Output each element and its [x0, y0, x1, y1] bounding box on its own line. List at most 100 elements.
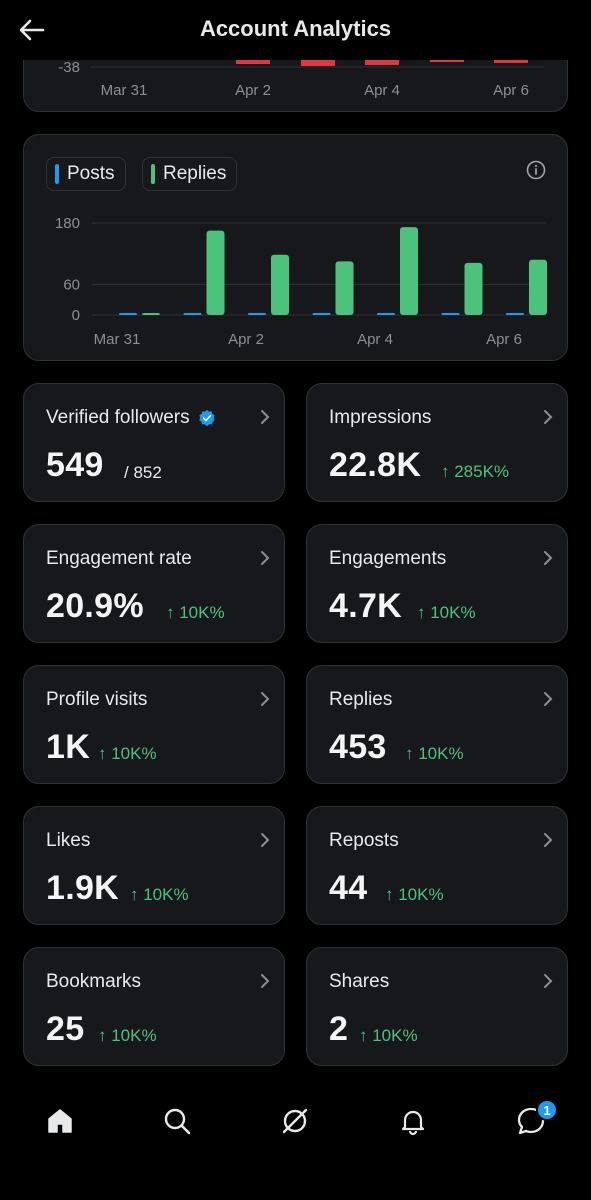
chevron-right-icon — [544, 692, 553, 706]
stat-card-bookmarks[interactable]: Bookmarks 25 ↑ 10K% — [23, 947, 285, 1066]
home-icon — [48, 1109, 72, 1133]
stat-delta: ↑ 10K% — [405, 744, 464, 763]
posts-replies-chart-card: Posts Replies 180 60 0 Mar 31 Apr 2 Apr 4 Apr … — [23, 134, 568, 361]
page-title: Account Analytics — [199, 16, 392, 41]
chevron-right-icon — [544, 410, 553, 424]
stat-label: Likes — [46, 830, 91, 851]
back-button[interactable] — [14, 12, 50, 48]
nav-search[interactable] — [157, 1101, 197, 1141]
stat-card-engagement-rate[interactable]: Engagement rate 20.9% ↑ 10K% — [23, 524, 285, 643]
stat-label: Verified followers — [46, 407, 216, 429]
stat-delta: ↑ 10K% — [98, 1026, 157, 1045]
stat-card-likes[interactable]: Likes 1.9K ↑ 10K% — [23, 806, 285, 925]
app-header: Account Analytics — [0, 0, 591, 60]
stat-value: 1.9K — [46, 869, 120, 907]
stat-value: 4.7K — [329, 587, 403, 625]
x-tick-label: Apr 4 — [364, 82, 400, 99]
posts-bar — [441, 313, 460, 315]
chevron-right-icon — [544, 551, 553, 565]
chevron-right-icon — [261, 551, 270, 565]
bar-chart: 180 60 0 Mar 31 Apr 2 Apr 4 Apr 6 — [55, 215, 547, 348]
stat-value: 549 — [46, 446, 104, 484]
posts-bar — [377, 313, 395, 315]
chevron-right-icon — [261, 692, 270, 706]
nav-home[interactable] — [40, 1101, 80, 1141]
bell-icon — [401, 1110, 425, 1136]
stat-label: Shares — [329, 971, 390, 992]
nav-grok[interactable] — [275, 1101, 315, 1141]
stat-label: Engagements — [329, 548, 447, 569]
stat-label: Impressions — [329, 407, 432, 428]
negative-bar — [236, 56, 270, 64]
stat-delta: ↑ 10K% — [98, 744, 157, 763]
posts-bar — [506, 313, 524, 315]
stat-delta: ↑ 10K% — [385, 885, 444, 904]
stat-label: Profile visits — [46, 689, 148, 710]
stat-total: / 852 — [124, 463, 162, 482]
back-arrow-icon — [19, 19, 45, 41]
stat-label: Bookmarks — [46, 971, 142, 992]
legend-replies[interactable]: Replies — [142, 157, 238, 191]
chevron-right-icon — [544, 833, 553, 847]
stat-delta: ↑ 10K% — [417, 603, 476, 622]
stat-value: 44 — [329, 869, 368, 907]
chevron-right-icon — [261, 833, 270, 847]
negative-bar — [301, 56, 335, 66]
stat-value: 22.8K — [329, 446, 422, 484]
messages-badge: 1 — [536, 1099, 558, 1121]
legend-posts[interactable]: Posts — [46, 157, 126, 191]
stat-card-impressions[interactable]: Impressions 22.8K ↑ 285K% — [306, 383, 568, 502]
posts-swatch — [55, 164, 59, 184]
posts-bar — [119, 313, 137, 315]
search-icon — [164, 1108, 191, 1135]
bottom-nav — [0, 1085, 591, 1160]
stat-value: 2 — [329, 1010, 349, 1048]
stat-label-text: Verified followers — [46, 407, 190, 428]
stat-delta: ↑ 10K% — [130, 885, 189, 904]
replies-bar — [271, 254, 289, 315]
chevron-right-icon — [544, 974, 553, 988]
info-icon[interactable] — [525, 159, 547, 181]
verified-badge-icon — [198, 409, 215, 427]
stat-value: 25 — [46, 1010, 85, 1048]
stat-label: Replies — [329, 689, 393, 710]
x-tick-label: Apr 6 — [493, 82, 529, 99]
stat-label: Reposts — [329, 830, 399, 851]
stat-value: 20.9% — [46, 587, 144, 625]
stat-value: 1K — [46, 728, 91, 766]
replies-bar — [142, 313, 160, 315]
stat-card-reposts[interactable]: Reposts 44 ↑ 10K% — [306, 806, 568, 925]
replies-bar — [529, 259, 547, 315]
stat-card-profile-visits[interactable]: Profile visits 1K ↑ 10K% — [23, 665, 285, 784]
x-tick-label: Apr 6 — [486, 331, 522, 348]
replies-bar — [464, 262, 483, 315]
chevron-right-icon — [261, 974, 270, 988]
stat-card-replies[interactable]: Replies 453 ↑ 10K% — [306, 665, 568, 784]
x-tick-label: Apr 4 — [357, 331, 393, 348]
y-tick-label: 180 — [55, 215, 80, 232]
x-tick-label: Apr 2 — [235, 82, 271, 99]
x-tick-label: Apr 2 — [228, 331, 264, 348]
negative-bar — [365, 56, 399, 65]
y-tick-label: 60 — [63, 276, 80, 293]
posts-bar — [248, 313, 266, 315]
stat-card-engagements[interactable]: Engagements 4.7K ↑ 10K% — [306, 524, 568, 643]
legend-label: Posts — [67, 163, 115, 184]
stat-delta: ↑ 10K% — [166, 603, 225, 622]
x-tick-label: Mar 31 — [94, 331, 141, 348]
x-tick-label: Mar 31 — [101, 82, 148, 99]
replies-bar — [400, 227, 418, 315]
stat-delta: ↑ 10K% — [359, 1026, 418, 1045]
posts-bar — [183, 313, 202, 315]
stat-delta: ↑ 285K% — [441, 462, 510, 481]
grok-icon — [282, 1108, 308, 1134]
y-tick-label: 0 — [72, 307, 80, 324]
stat-label: Engagement rate — [46, 548, 192, 569]
stat-card-verified-followers[interactable]: Verified followers 549 / 852 — [23, 383, 285, 502]
replies-bar — [206, 230, 225, 315]
nav-notifications[interactable] — [393, 1101, 433, 1141]
chevron-right-icon — [261, 410, 270, 424]
stat-card-shares[interactable]: Shares 2 ↑ 10K% — [306, 947, 568, 1066]
posts-bar — [312, 313, 331, 315]
replies-swatch — [151, 164, 155, 184]
